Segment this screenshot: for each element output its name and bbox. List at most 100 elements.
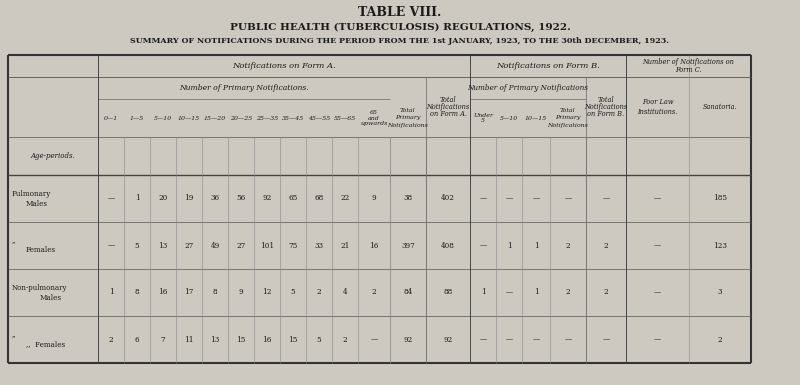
Text: 408: 408	[441, 241, 455, 249]
Text: 1: 1	[534, 288, 538, 296]
Text: —: —	[107, 194, 114, 203]
Text: 2: 2	[718, 335, 722, 343]
Text: 25—35: 25—35	[256, 116, 278, 121]
Text: ,,: ,,	[12, 236, 17, 244]
Text: 27: 27	[236, 241, 246, 249]
Text: —: —	[654, 241, 661, 249]
Text: ,,  Females: ,, Females	[26, 340, 65, 348]
Text: 5: 5	[290, 288, 295, 296]
Text: —: —	[506, 194, 513, 203]
Text: —: —	[370, 335, 378, 343]
Text: Females: Females	[26, 246, 56, 254]
Text: 10—15: 10—15	[178, 116, 200, 121]
Text: Number of Primary Notifications: Number of Primary Notifications	[467, 84, 589, 92]
Text: 45—55: 45—55	[308, 116, 330, 121]
Text: Number of Primary Notifications.: Number of Primary Notifications.	[179, 84, 309, 92]
Text: 88: 88	[443, 288, 453, 296]
Text: —: —	[564, 335, 572, 343]
Text: on Form A.: on Form A.	[430, 110, 466, 118]
Text: —: —	[532, 194, 540, 203]
Text: —: —	[107, 241, 114, 249]
Text: 21: 21	[340, 241, 350, 249]
Text: 15: 15	[288, 335, 298, 343]
Text: 5: 5	[134, 241, 139, 249]
Text: 10—15: 10—15	[525, 116, 547, 121]
Text: 2: 2	[604, 288, 608, 296]
Text: 84: 84	[403, 288, 413, 296]
Text: —: —	[654, 194, 661, 203]
Text: 1: 1	[506, 241, 511, 249]
Text: Total: Total	[400, 109, 416, 114]
Text: 6: 6	[134, 335, 139, 343]
Text: 22: 22	[340, 194, 350, 203]
Text: Form C.: Form C.	[675, 66, 702, 74]
Text: 13: 13	[158, 241, 168, 249]
Text: —: —	[479, 335, 486, 343]
Text: 20—25: 20—25	[230, 116, 252, 121]
Text: —: —	[654, 288, 661, 296]
Text: 13: 13	[210, 335, 220, 343]
Text: Notifications on Form A.: Notifications on Form A.	[232, 62, 336, 70]
Text: Non-pulmonary: Non-pulmonary	[12, 283, 67, 291]
Text: 16: 16	[158, 288, 168, 296]
Text: Total: Total	[440, 96, 456, 104]
Text: 16: 16	[262, 335, 272, 343]
Text: 16: 16	[370, 241, 378, 249]
Text: 7: 7	[161, 335, 166, 343]
Text: 92: 92	[403, 335, 413, 343]
Text: 2: 2	[566, 288, 570, 296]
Text: 11: 11	[184, 335, 194, 343]
Text: 1—5: 1—5	[130, 116, 144, 121]
Text: 123: 123	[713, 241, 727, 249]
Text: Sanatoria.: Sanatoria.	[702, 103, 738, 111]
Text: Pulmonary: Pulmonary	[12, 189, 51, 198]
Text: —: —	[506, 288, 513, 296]
Text: 68: 68	[314, 194, 324, 203]
Text: 2: 2	[109, 335, 114, 343]
Text: Males: Males	[40, 293, 62, 301]
Text: 2: 2	[342, 335, 347, 343]
Text: 65
and
upwards: 65 and upwards	[360, 110, 388, 126]
Text: 1: 1	[109, 288, 114, 296]
Text: 2: 2	[604, 241, 608, 249]
Text: 56: 56	[236, 194, 246, 203]
Text: 8: 8	[213, 288, 218, 296]
Text: —: —	[602, 335, 610, 343]
Text: 101: 101	[260, 241, 274, 249]
Text: Age-periods.: Age-periods.	[30, 152, 75, 160]
Text: 185: 185	[713, 194, 727, 203]
Text: Males: Males	[26, 199, 48, 208]
Text: Notifications: Notifications	[387, 122, 429, 127]
Text: PUBLIC HEALTH (TUBERCULOSIS) REGULATIONS, 1922.: PUBLIC HEALTH (TUBERCULOSIS) REGULATIONS…	[230, 22, 570, 32]
Text: 1: 1	[534, 241, 538, 249]
Text: 49: 49	[210, 241, 220, 249]
Text: Number of Notifications on: Number of Notifications on	[642, 58, 734, 66]
Text: Notifications on Form B.: Notifications on Form B.	[496, 62, 600, 70]
Text: Primary: Primary	[555, 116, 581, 121]
Text: 1: 1	[134, 194, 139, 203]
Text: 35—45: 35—45	[282, 116, 304, 121]
Text: Notifications: Notifications	[584, 103, 628, 111]
Text: —: —	[506, 335, 513, 343]
Text: 38: 38	[403, 194, 413, 203]
Text: 92: 92	[443, 335, 453, 343]
Text: Total: Total	[598, 96, 614, 104]
Text: 1: 1	[481, 288, 486, 296]
Text: 75: 75	[288, 241, 298, 249]
Text: Notifications: Notifications	[426, 103, 470, 111]
Text: 402: 402	[441, 194, 455, 203]
Text: 9: 9	[238, 288, 243, 296]
Text: —: —	[564, 194, 572, 203]
Text: 2: 2	[317, 288, 322, 296]
Text: 397: 397	[401, 241, 415, 249]
Text: Institutions.: Institutions.	[638, 108, 678, 116]
Text: 20: 20	[158, 194, 168, 203]
Text: Notifications: Notifications	[547, 122, 589, 127]
Text: SUMMARY OF NOTIFICATIONS DURING THE PERIOD FROM THE 1st JANUARY, 1923, TO THE 30: SUMMARY OF NOTIFICATIONS DURING THE PERI…	[130, 37, 670, 45]
Text: 5—10: 5—10	[154, 116, 172, 121]
Text: 19: 19	[184, 194, 194, 203]
Text: 27: 27	[184, 241, 194, 249]
Text: TABLE VIII.: TABLE VIII.	[358, 7, 442, 20]
Text: —: —	[532, 335, 540, 343]
Text: Total: Total	[560, 109, 576, 114]
